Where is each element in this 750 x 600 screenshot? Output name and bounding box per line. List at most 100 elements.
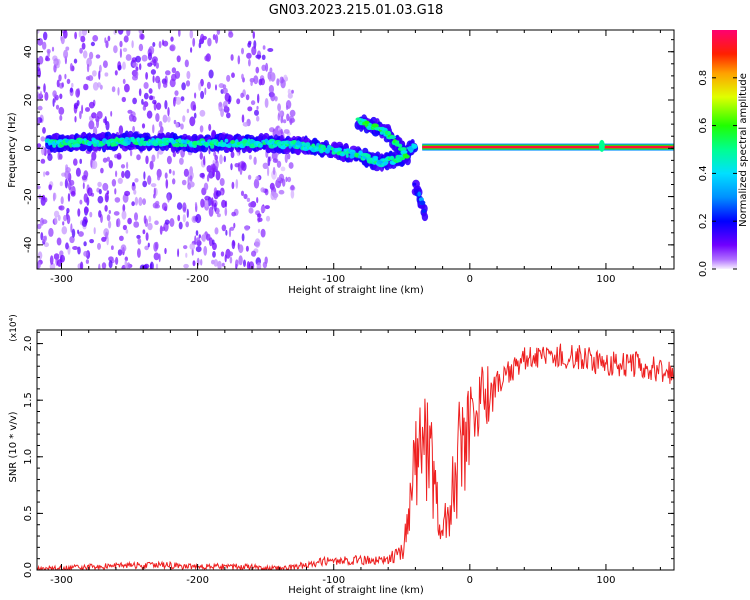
heatmap-cell [63,49,69,59]
heatmap-cell [58,205,65,211]
heatmap-cell [53,192,57,200]
heatmap-cell [37,261,41,269]
heatmap-cell [73,158,78,166]
heatmap-cell [107,142,111,147]
heatmap-cell [246,261,250,269]
heatmap-cell [217,260,222,269]
heatmap-cell [206,174,210,182]
heatmap-cell [350,154,355,159]
heatmap-cell [126,262,131,269]
heatmap-cell [122,224,127,231]
heatmap-cell [185,252,188,258]
heatmap-cell [37,30,40,34]
heatmap-cell [212,163,216,173]
heatmap-cell [283,129,290,134]
heatmap-cell [79,199,83,205]
heatmap-cell [421,209,427,213]
heatmap-cell [267,156,271,167]
heatmap-cell [148,95,154,101]
heatmap-cell [106,156,111,162]
heatmap-cell [58,74,62,82]
heatmap-cell [48,227,54,237]
spectrogram-x-ticks: -300 -200 -100 0 100 [50,30,661,285]
heatmap-cell [152,42,156,47]
heatmap-cell [71,228,76,238]
heatmap-cell [148,88,153,94]
heatmap-cell [170,36,174,42]
heatmap-cell [228,95,232,103]
heatmap-cell [212,251,216,258]
heatmap-cell [134,196,139,206]
heatmap-cell [255,66,260,74]
heatmap-cell [277,113,280,121]
heatmap-cell [155,75,161,84]
heatmap-cell [98,70,101,80]
heatmap-cell [97,195,104,204]
heatmap-cell [206,81,211,90]
heatmap-cell [98,263,101,269]
heatmap-cell [118,125,124,135]
heatmap-cell [199,172,205,178]
heatmap-cell [277,103,281,112]
heatmap-cell [102,182,109,191]
heatmap-cell [182,214,186,223]
heatmap-cell [69,62,73,72]
heatmap-cell [182,202,187,212]
heatmap-cell [248,40,252,45]
y-tick-label: 20 [23,94,34,107]
heatmap-cell [144,245,149,251]
heatmap-cell [86,63,90,73]
heatmap-cell [153,187,156,196]
heatmap-cell [164,247,167,255]
heatmap-cell [336,147,343,152]
heatmap-cell [250,80,253,87]
heatmap-cell [139,264,146,269]
colorbar-tick-label: 0.6 [698,118,709,134]
heatmap-cell [60,196,64,205]
heatmap-cell [261,64,267,72]
heatmap-cell [262,45,266,50]
spectrogram-x-label: Height of straight line (km) [288,285,424,296]
heatmap-cell [297,141,304,146]
heatmap-cell [179,143,184,147]
heatmap-cell [182,115,186,123]
heatmap-cell [147,175,152,185]
heatmap-cell [88,120,95,130]
x-tick-label: -300 [50,575,73,586]
heatmap-cell [164,219,170,225]
heatmap-cell [287,88,291,95]
heatmap-cell [280,166,286,172]
heatmap-cell [213,259,219,267]
snr-y-label: SNR (10 * v/v) [8,411,19,482]
heatmap-cell [214,159,219,169]
snr-x-label: Height of straight line (km) [288,585,424,596]
heatmap-cell [248,261,255,269]
heatmap-cell [218,102,223,107]
heatmap-cell [201,233,207,243]
heatmap-cell [120,164,126,169]
heatmap-cell [70,223,73,233]
heatmap-cell [79,144,87,152]
heatmap-cell [401,150,408,154]
heatmap-cell [141,123,146,129]
heatmap-cell [38,55,44,65]
heatmap-cell [254,109,259,116]
heatmap-cell [364,154,371,158]
heatmap-cell [66,207,70,214]
heatmap-cell [59,250,64,257]
y-tick-label: 2.0 [23,336,34,352]
heatmap-cell [152,99,157,105]
heatmap-cell [208,123,212,132]
heatmap-cell [267,48,274,52]
heatmap-cell [227,251,234,257]
heatmap-cell [124,170,131,179]
heatmap-cell [135,66,139,71]
heatmap-cell [214,154,218,161]
heatmap-cell [305,142,311,147]
heatmap-cell [117,249,123,256]
heatmap-cell [238,244,244,254]
heatmap-cell [364,120,370,125]
heatmap-cell [111,86,116,93]
heatmap-cell [199,109,206,117]
